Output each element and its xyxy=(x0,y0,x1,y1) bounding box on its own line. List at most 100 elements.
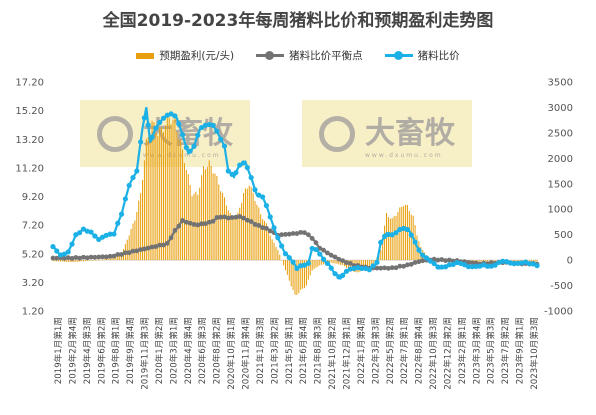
profit-bar xyxy=(399,207,401,261)
profit-bar xyxy=(77,260,79,262)
right-tick-label: 3500 xyxy=(548,78,573,89)
series-point xyxy=(214,215,220,220)
series-point xyxy=(466,259,471,265)
series-point xyxy=(443,258,448,264)
series-point xyxy=(267,214,273,220)
series-point xyxy=(260,194,266,200)
series-point xyxy=(161,242,166,248)
series-point xyxy=(412,239,418,245)
series-point xyxy=(389,232,395,238)
series-point xyxy=(153,125,159,131)
profit-bar xyxy=(157,135,159,261)
profit-bar xyxy=(330,260,332,263)
x-tick-label: 2022年5月第2周 xyxy=(384,317,396,384)
left-tick-label: 1.20 xyxy=(22,307,44,318)
series-point xyxy=(290,231,296,236)
profit-bar xyxy=(233,219,235,261)
profit-bar xyxy=(294,260,296,295)
series-point xyxy=(69,256,75,261)
profit-bar xyxy=(172,119,174,261)
profit-bar xyxy=(283,260,285,266)
series-point xyxy=(61,251,67,257)
profit-bar xyxy=(364,260,367,268)
profit-bar xyxy=(183,163,185,261)
series-point xyxy=(439,264,445,270)
profit-bar xyxy=(281,260,283,261)
profit-bar xyxy=(319,260,321,266)
series-point xyxy=(340,272,346,278)
series-point xyxy=(172,113,178,119)
series-point xyxy=(96,254,102,260)
x-tick-label: 2021年12月第1周 xyxy=(340,317,352,390)
series-point xyxy=(157,119,163,126)
series-point xyxy=(264,225,269,231)
series-point xyxy=(385,265,391,271)
series-point xyxy=(176,223,182,229)
profit-bar xyxy=(534,260,536,262)
profit-bar xyxy=(58,260,60,262)
legend-item-ratio: 猪料比价 xyxy=(384,48,460,63)
profit-bar xyxy=(277,250,279,261)
profit-bar xyxy=(370,260,372,266)
x-tick-label: 2023年5月第3周 xyxy=(485,317,497,384)
series-point xyxy=(73,232,79,238)
x-tick-label: 2023年7月第2周 xyxy=(499,317,511,384)
series-point xyxy=(309,236,315,241)
series-point xyxy=(179,132,186,138)
profit-bar xyxy=(101,259,104,261)
series-point xyxy=(324,260,330,266)
series-point xyxy=(142,246,147,252)
profit-bar xyxy=(304,260,306,289)
series-point xyxy=(145,122,151,128)
series-point xyxy=(138,139,144,145)
profit-bar xyxy=(366,260,368,268)
profit-bar xyxy=(115,256,117,261)
series-point xyxy=(263,203,270,209)
series-point xyxy=(366,267,372,273)
series-point xyxy=(88,229,94,235)
series-point xyxy=(484,263,491,269)
legend-swatch-breakeven xyxy=(256,51,285,60)
left-tick-label: 11.20 xyxy=(15,163,44,174)
series-point xyxy=(279,243,285,249)
series-point xyxy=(50,255,56,261)
series-point xyxy=(321,247,326,253)
profit-bar xyxy=(307,260,309,280)
series-point xyxy=(294,265,300,271)
series-point xyxy=(389,265,395,271)
series-point xyxy=(92,233,98,239)
profit-bar xyxy=(241,202,243,261)
profit-bar xyxy=(530,260,532,262)
series-point xyxy=(77,255,83,261)
series-point xyxy=(115,220,121,226)
series-point xyxy=(286,231,292,237)
series-point xyxy=(347,266,353,272)
series-point xyxy=(439,257,445,262)
profit-bar xyxy=(368,260,370,267)
profit-bar xyxy=(119,254,121,261)
x-tick-label: 2021年5月第1周 xyxy=(283,317,295,384)
legend-item-profit: 预期盈利(元/头) xyxy=(136,48,234,63)
series-point xyxy=(218,136,224,142)
watermark-right: 大畜牧 www.dxumu.com xyxy=(302,100,472,167)
profit-bar xyxy=(149,133,151,261)
series-point xyxy=(199,124,205,131)
profit-bar xyxy=(212,173,214,261)
series-point xyxy=(343,268,350,274)
series-point xyxy=(77,230,83,236)
series-point xyxy=(370,263,376,269)
series-point xyxy=(427,258,433,264)
right-tick-label: 2000 xyxy=(548,154,573,165)
series-point xyxy=(465,264,472,270)
series-point xyxy=(446,262,452,268)
profit-bar xyxy=(332,260,334,264)
profit-bar xyxy=(164,125,166,261)
legend-swatch-ratio xyxy=(384,51,413,60)
series-point xyxy=(405,262,410,268)
watermark-sub: www.dxumu.com xyxy=(365,152,443,159)
profit-bar xyxy=(254,200,256,261)
profit-bar xyxy=(246,188,248,261)
profit-bar xyxy=(389,218,391,261)
profit-bar xyxy=(486,260,489,262)
series-point xyxy=(431,256,437,262)
